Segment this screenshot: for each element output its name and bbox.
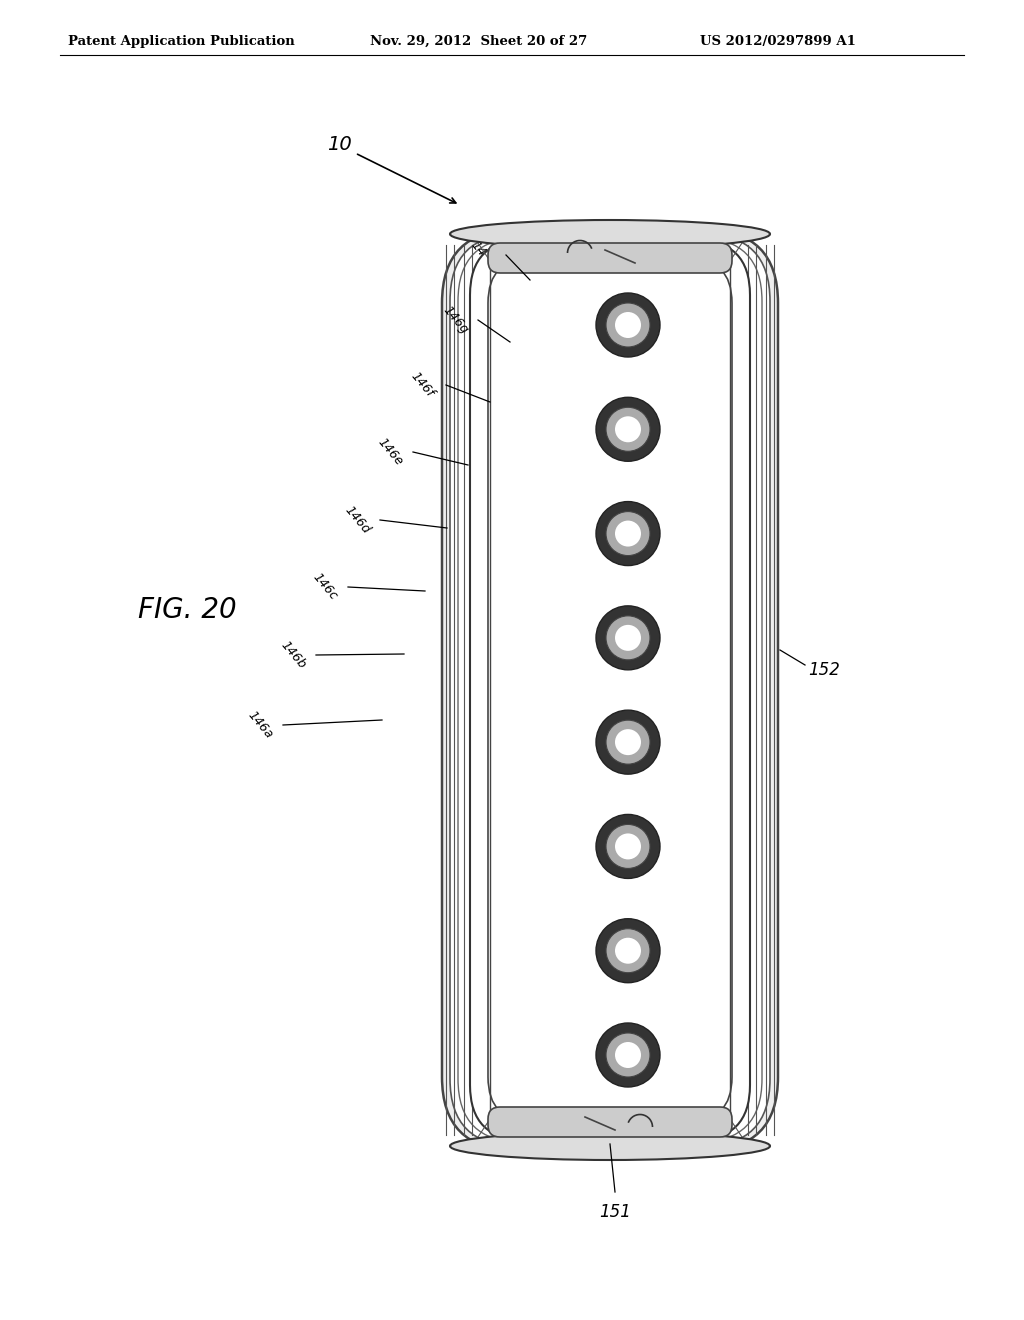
Circle shape <box>606 304 650 347</box>
Ellipse shape <box>450 220 770 248</box>
Circle shape <box>596 502 660 565</box>
Text: Patent Application Publication: Patent Application Publication <box>68 36 295 48</box>
Circle shape <box>615 416 641 442</box>
Circle shape <box>596 710 660 774</box>
FancyBboxPatch shape <box>488 257 732 1122</box>
Circle shape <box>606 1034 650 1077</box>
Circle shape <box>596 397 660 461</box>
Text: 146a: 146a <box>245 709 275 742</box>
Text: 152: 152 <box>808 661 840 678</box>
Text: 146f: 146f <box>408 370 436 400</box>
Text: 146e: 146e <box>375 436 406 469</box>
Circle shape <box>615 312 641 338</box>
FancyBboxPatch shape <box>450 234 770 1146</box>
Circle shape <box>596 293 660 356</box>
Circle shape <box>615 729 641 755</box>
Circle shape <box>606 512 650 556</box>
Circle shape <box>606 825 650 869</box>
Text: 146b: 146b <box>278 639 308 672</box>
FancyBboxPatch shape <box>488 1107 732 1137</box>
Text: 146d: 146d <box>342 504 373 536</box>
FancyBboxPatch shape <box>470 240 750 1140</box>
Text: 146c: 146c <box>310 572 340 603</box>
Text: FIG. 20: FIG. 20 <box>138 597 237 624</box>
FancyBboxPatch shape <box>458 238 762 1142</box>
Circle shape <box>615 520 641 546</box>
Text: Nov. 29, 2012  Sheet 20 of 27: Nov. 29, 2012 Sheet 20 of 27 <box>370 36 587 48</box>
Circle shape <box>615 624 641 651</box>
Circle shape <box>596 606 660 669</box>
Ellipse shape <box>450 1133 770 1160</box>
Text: 151: 151 <box>599 1203 631 1221</box>
Text: US 2012/0297899 A1: US 2012/0297899 A1 <box>700 36 856 48</box>
Circle shape <box>596 919 660 982</box>
Circle shape <box>615 937 641 964</box>
Circle shape <box>615 1041 641 1068</box>
Circle shape <box>596 1023 660 1086</box>
Text: 146h: 146h <box>468 239 499 272</box>
Circle shape <box>606 721 650 764</box>
FancyBboxPatch shape <box>488 243 732 273</box>
Circle shape <box>615 833 641 859</box>
Circle shape <box>596 814 660 878</box>
Circle shape <box>606 929 650 973</box>
Text: 10: 10 <box>327 136 352 154</box>
Text: 146g: 146g <box>440 304 470 337</box>
Circle shape <box>606 616 650 660</box>
Circle shape <box>606 408 650 451</box>
FancyBboxPatch shape <box>442 230 778 1150</box>
